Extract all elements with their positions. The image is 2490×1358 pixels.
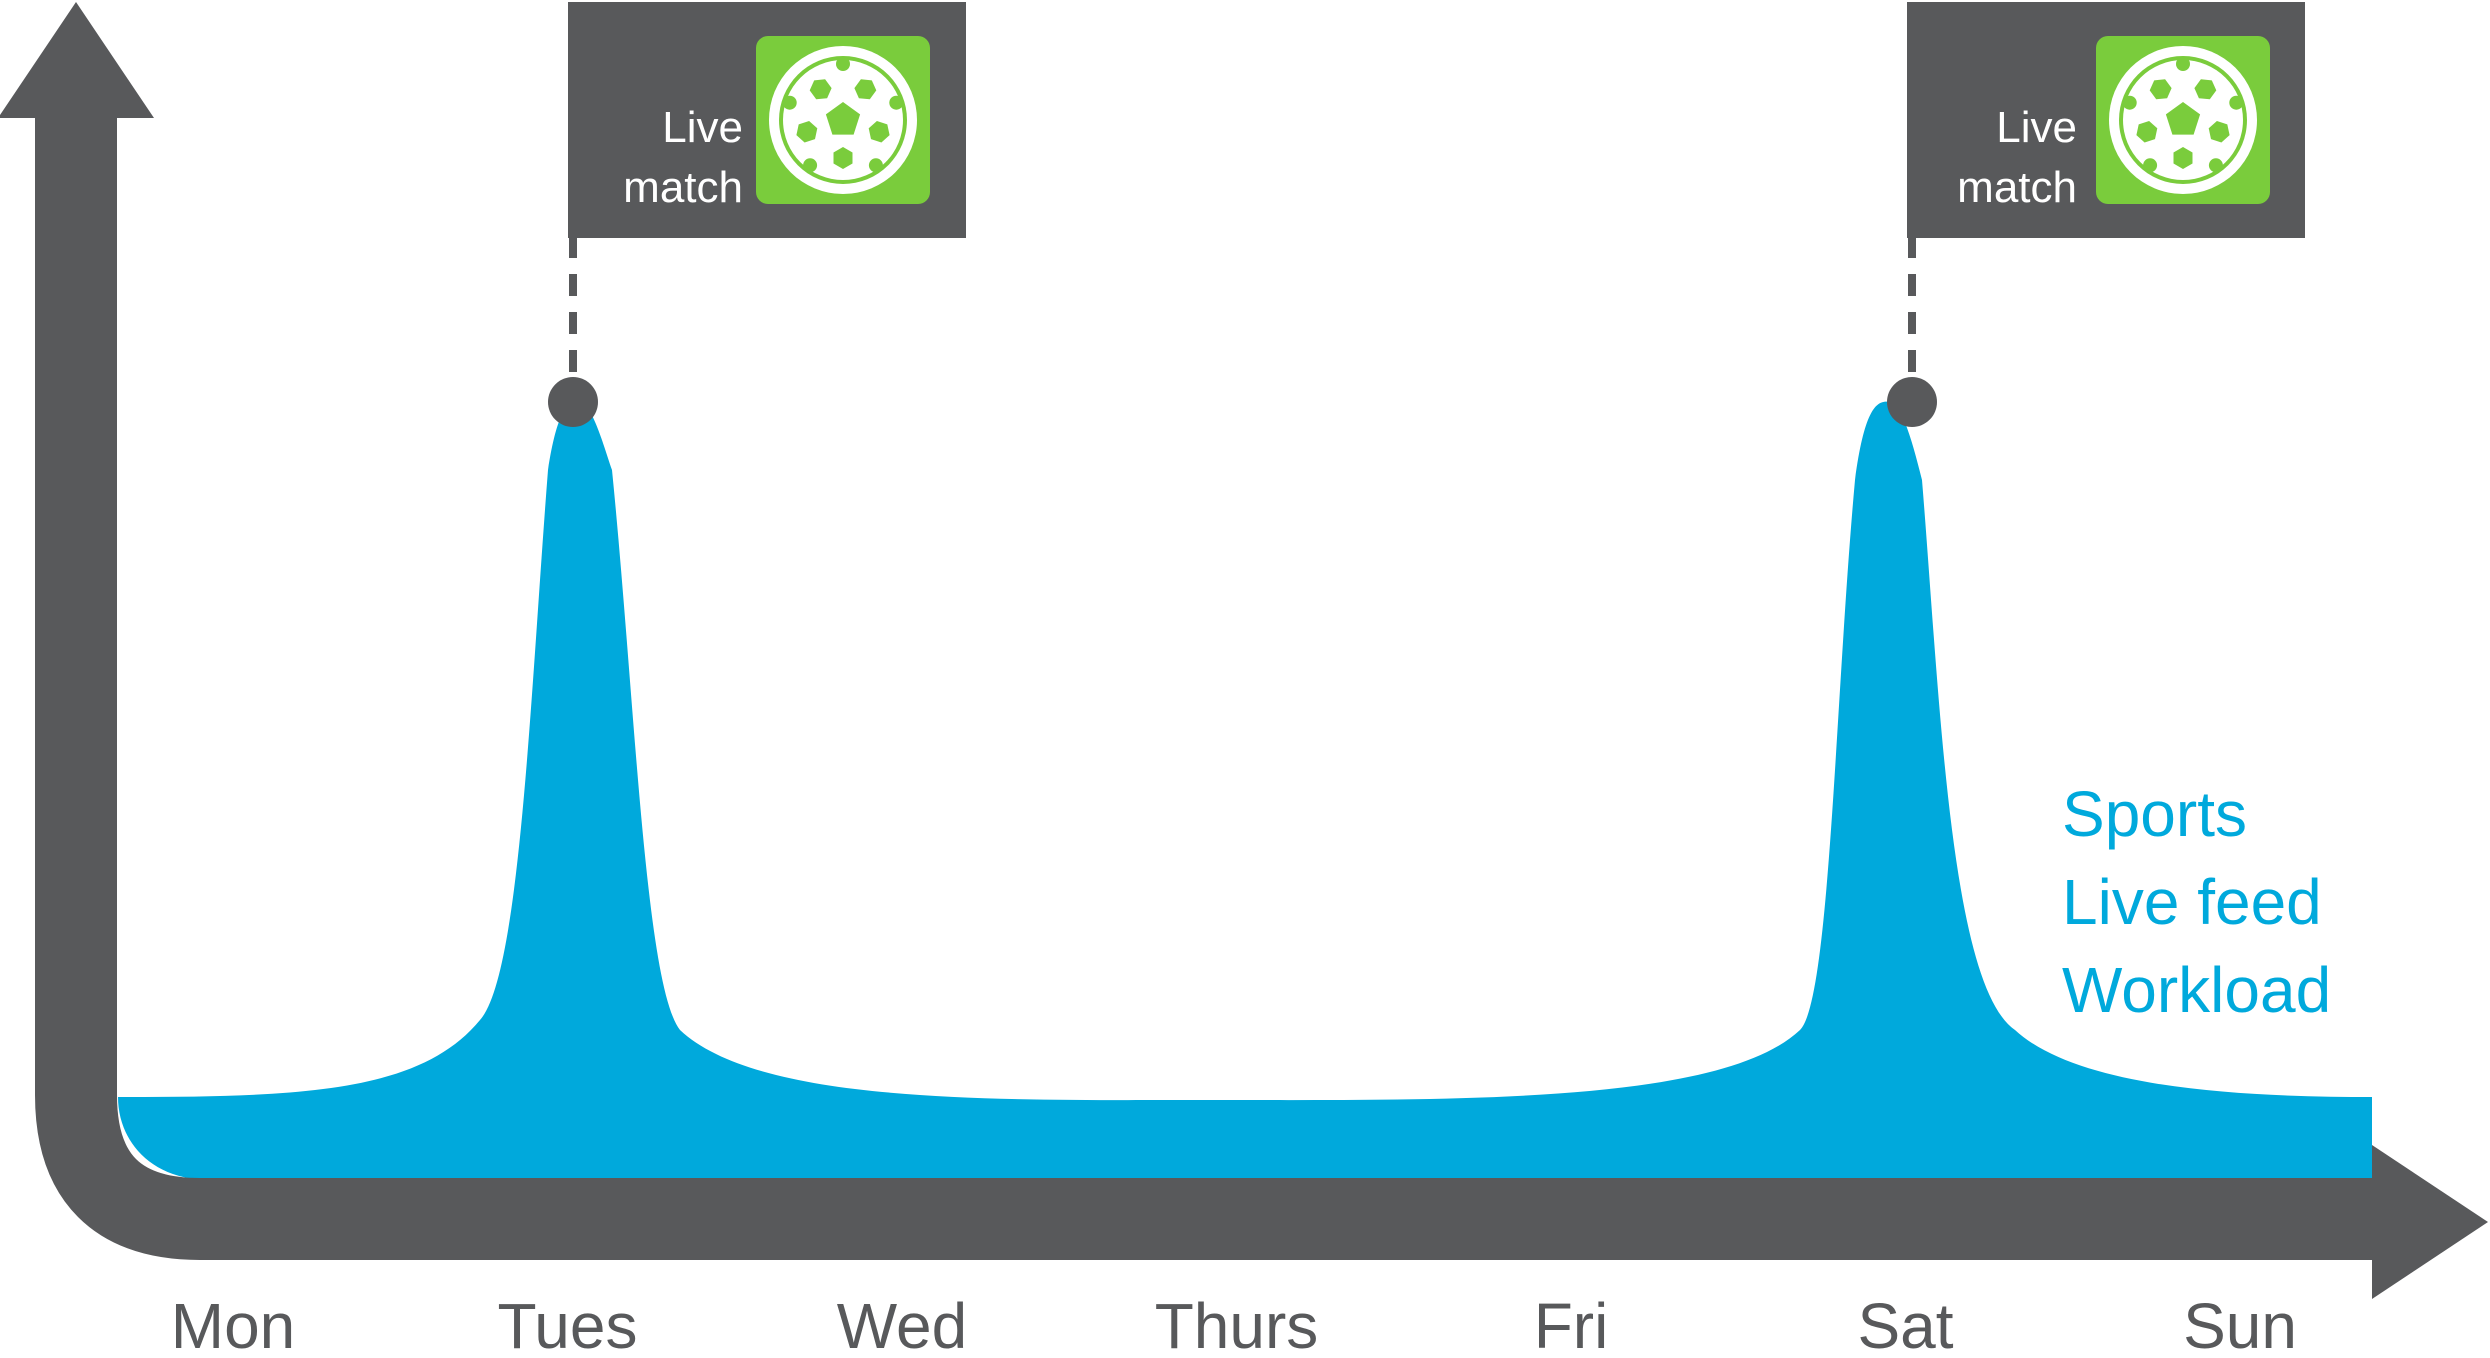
x-tick-label-sun: Sun	[2183, 1290, 2297, 1353]
tues-flag-line-1: Live	[662, 103, 743, 152]
axes	[35, 110, 2372, 1260]
sat-peak-marker	[1887, 377, 1937, 427]
tues-flag-line-2: match	[623, 163, 743, 212]
series-label-line-1: Sports	[2062, 778, 2247, 850]
series-label-line-3: Workload	[2062, 954, 2331, 1026]
series-label: Sports Live feed Workload	[2062, 778, 2331, 1026]
x-tick-label-sat: Sat	[1857, 1290, 1953, 1353]
x-tick-label-fri: Fri	[1534, 1290, 1609, 1353]
x-tick-label-wed: Wed	[837, 1290, 967, 1353]
y-axis-arrowhead	[0, 2, 154, 118]
soccer-ball-icon	[2109, 46, 2257, 194]
tues-peak-marker	[548, 377, 598, 427]
sat-flag-line-2: match	[1957, 163, 2077, 212]
soccer-ball-icon	[769, 46, 917, 194]
sat-flag-line-1: Live	[1996, 103, 2077, 152]
x-axis-tick-labels: Mon Tues Wed Thurs Fri Sat Sun	[171, 1290, 2297, 1358]
x-tick-label-tues: Tues	[498, 1290, 638, 1353]
sat-peak-annotation: Live match	[1887, 2, 2305, 427]
x-axis-arrowhead	[2372, 1145, 2488, 1299]
x-tick-label-thurs: Thurs	[1155, 1290, 1319, 1353]
x-tick-label-mon: Mon	[171, 1290, 296, 1353]
tues-peak-annotation: Live match	[548, 2, 966, 427]
workload-area	[118, 401, 2372, 1180]
series-label-line-2: Live feed	[2062, 866, 2322, 938]
